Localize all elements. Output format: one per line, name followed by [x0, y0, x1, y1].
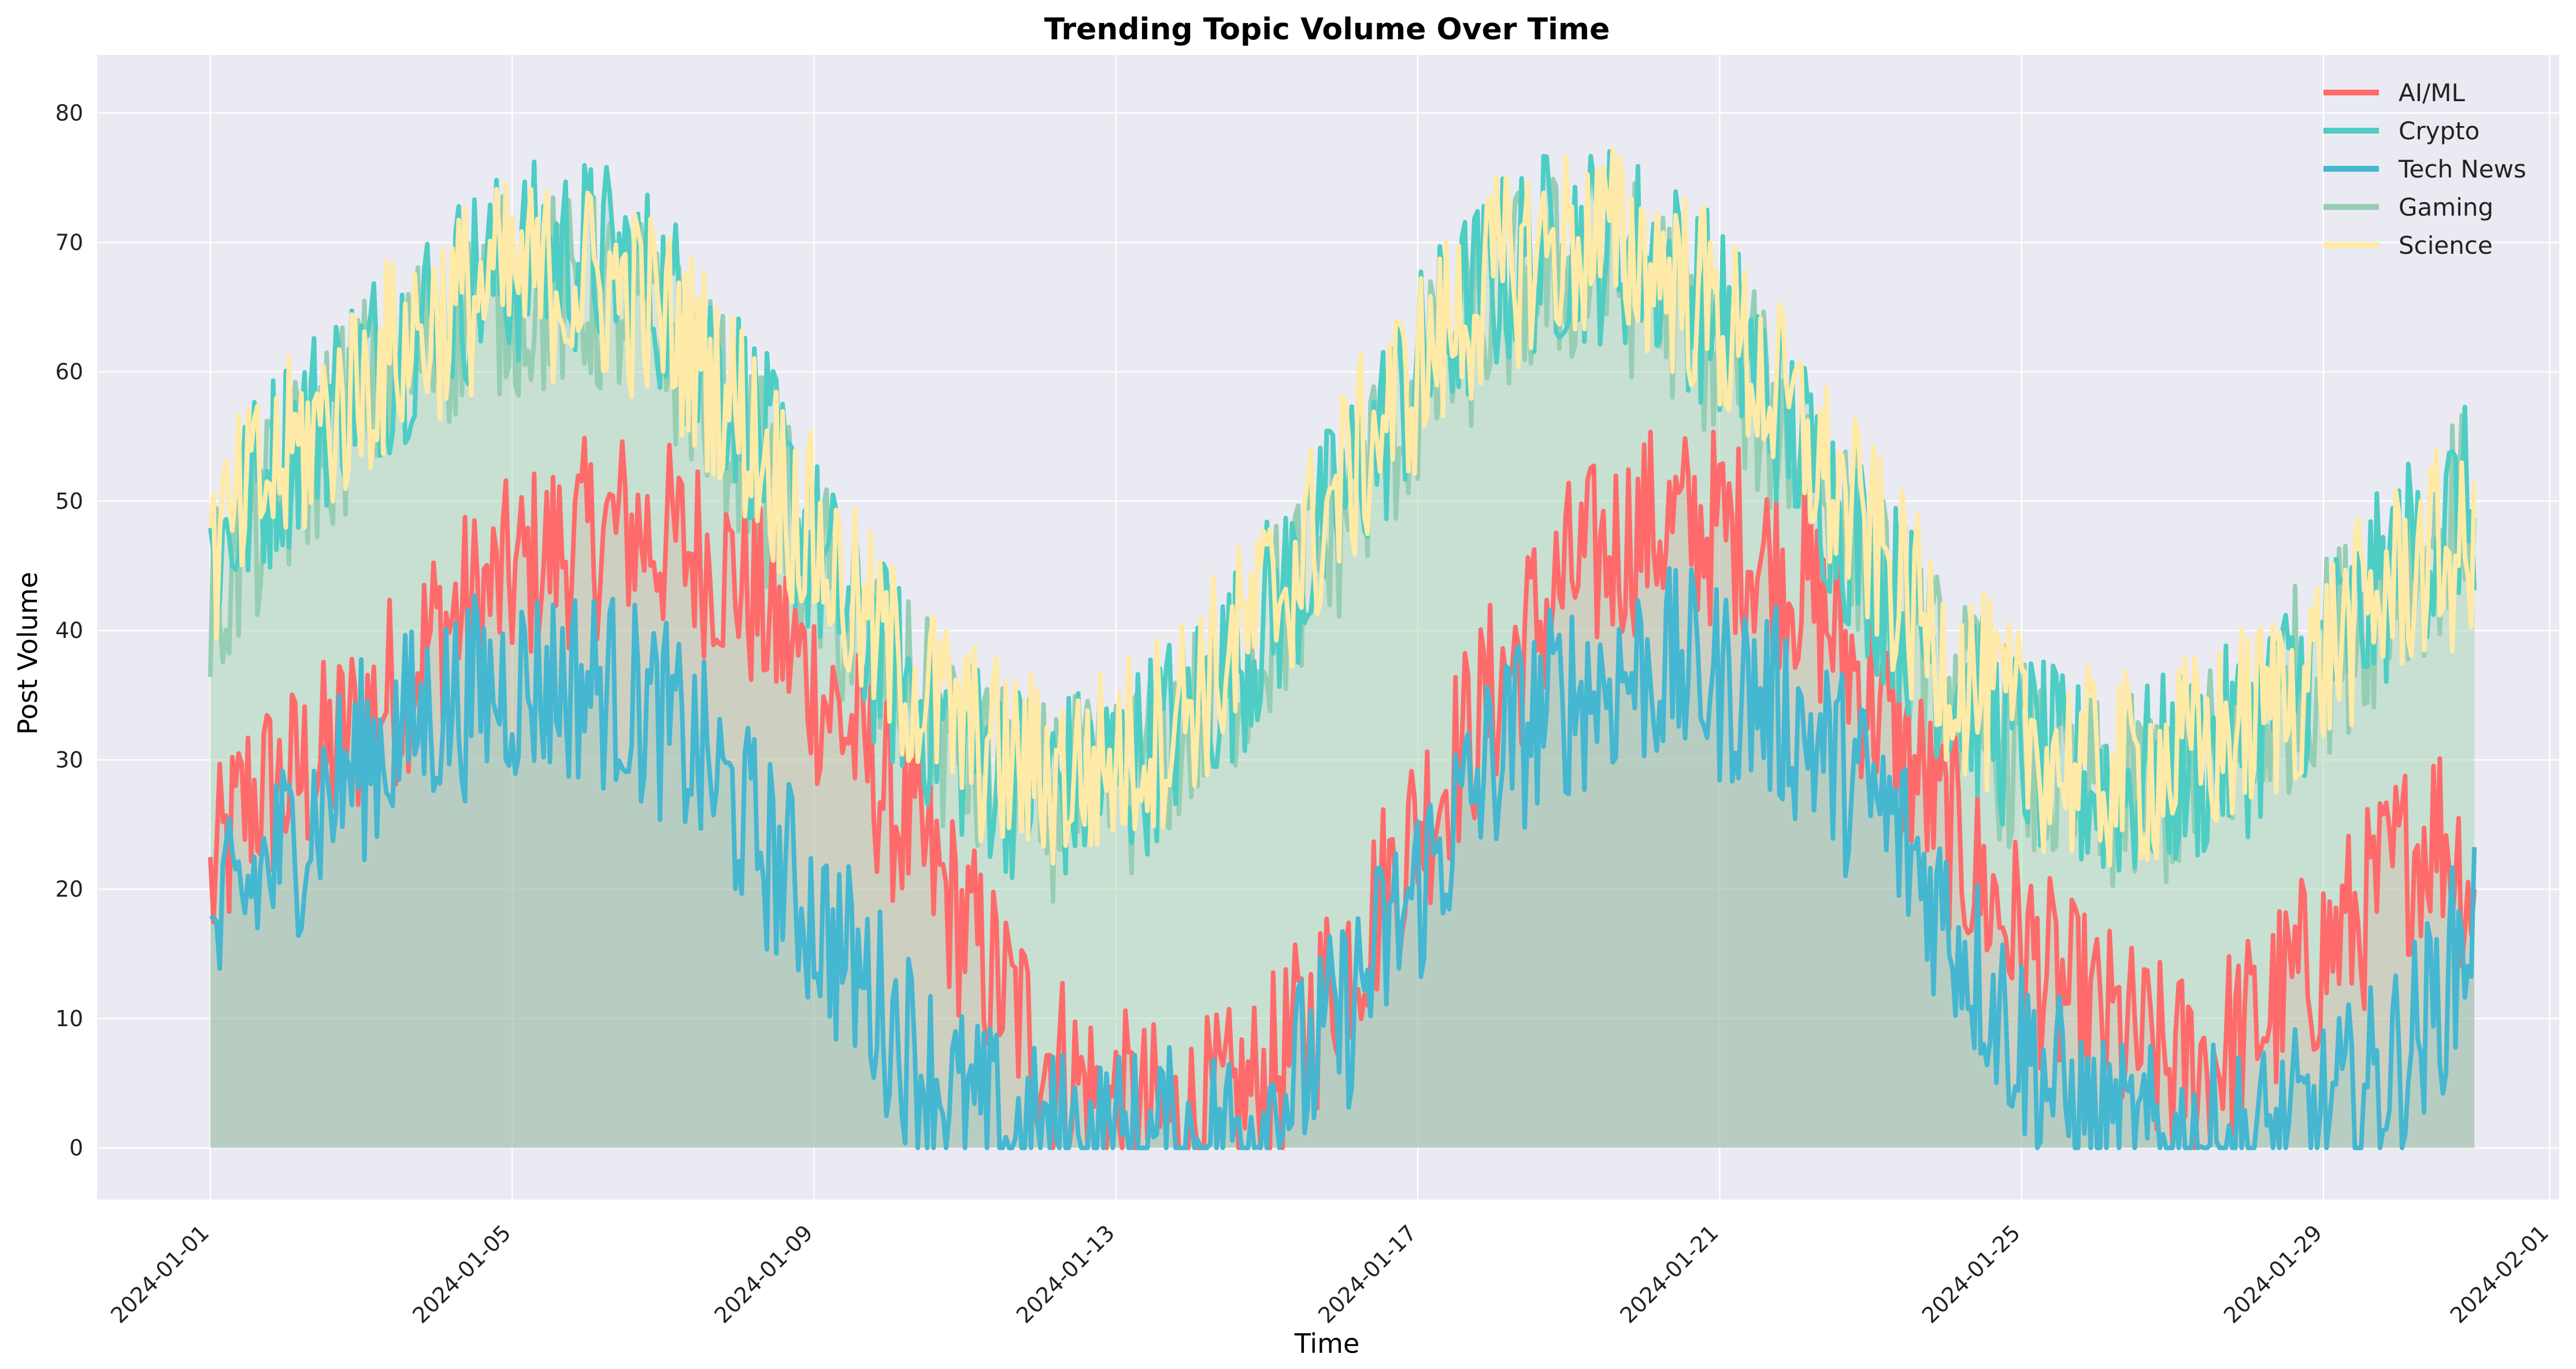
legend: AI/ML Crypto Tech News Gaming Science [2323, 79, 2526, 260]
x-tick-label: 2024-01-17 [1313, 1220, 1421, 1328]
y-axis-ticks: 0 10 20 30 40 50 60 70 80 [55, 101, 83, 1161]
x-axis-ticks: 2024-01-01 2024-01-05 2024-01-09 2024-01-13… [106, 1220, 2553, 1328]
x-tick-label: 2024-01-21 [1615, 1220, 1723, 1328]
x-tick-label: 2024-01-09 [710, 1220, 818, 1328]
y-axis-label: Post Volume [12, 572, 43, 735]
legend-label: Tech News [2398, 155, 2526, 183]
y-tick-label: 20 [55, 876, 83, 902]
legend-label: Gaming [2399, 193, 2493, 221]
y-tick-label: 70 [55, 230, 83, 255]
y-tick-label: 40 [55, 618, 83, 643]
x-tick-label: 2024-01-29 [2219, 1220, 2327, 1328]
series-line-science [207, 147, 2477, 868]
x-tick-label: 2024-02-01 [2445, 1220, 2553, 1328]
y-tick-label: 50 [55, 489, 83, 514]
legend-label: AI/ML [2399, 79, 2466, 107]
y-tick-label: 80 [55, 101, 83, 126]
y-tick-label: 60 [55, 359, 83, 384]
chart-title: Trending Topic Volume Over Time [1044, 12, 1610, 47]
x-axis-label: Time [1294, 1328, 1360, 1359]
x-tick-label: 2024-01-13 [1011, 1220, 1120, 1328]
series-line-tech-news [209, 566, 2477, 1150]
legend-label: Science [2399, 231, 2493, 260]
x-tick-label: 2024-01-01 [106, 1220, 214, 1328]
y-tick-label: 10 [55, 1006, 83, 1031]
series-area-tech-news [210, 568, 2475, 1148]
y-tick-label: 0 [69, 1135, 83, 1161]
x-tick-label: 2024-01-05 [407, 1220, 516, 1328]
y-tick-label: 30 [55, 747, 83, 772]
series-area-ai-ml [210, 432, 2475, 1148]
legend-label: Crypto [2399, 117, 2479, 145]
series-lines [207, 147, 2477, 1150]
x-tick-label: 2024-01-25 [1917, 1220, 2025, 1328]
